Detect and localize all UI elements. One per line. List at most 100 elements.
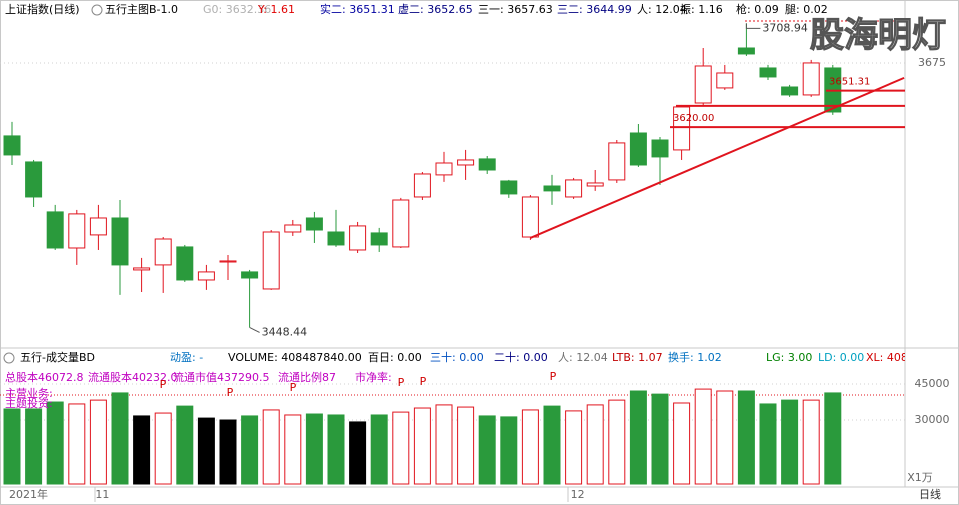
candle-body — [25, 161, 43, 198]
volume-bar — [716, 390, 734, 485]
volume-bar — [219, 419, 237, 485]
volume-bar — [284, 414, 302, 485]
header-item: 实二: 3651.31 — [320, 2, 395, 16]
volume-bar — [435, 404, 453, 485]
volume-bar — [759, 403, 777, 485]
candle-body — [759, 67, 777, 78]
candle-body — [478, 158, 496, 171]
y-tick-label: 45000 — [915, 377, 950, 390]
x-tick-label: 12 — [571, 488, 585, 501]
volume-bar — [673, 402, 691, 485]
volume-bar — [154, 412, 172, 485]
signal-marker: P — [290, 381, 297, 394]
volume-bar — [500, 416, 518, 485]
candle-body — [737, 47, 755, 55]
volume-bar — [651, 393, 669, 485]
volume-bar — [89, 399, 107, 485]
volume-bar — [68, 403, 86, 485]
low-pointer — [249, 326, 260, 333]
header-item: 三二: 3644.99 — [557, 3, 632, 16]
candle-body — [262, 231, 280, 290]
header-item: Y: 1.61 — [257, 3, 295, 16]
trend-line — [530, 76, 905, 239]
candle-body — [133, 267, 151, 271]
header-item: 上证指数(日线) — [5, 2, 80, 16]
info-text: 流通市值437290.5 — [173, 370, 270, 384]
volume-bar — [413, 407, 431, 485]
header-item: 三一: 3657.63 — [478, 3, 553, 16]
info-text: 市净率: — [355, 370, 392, 384]
volume-bar — [608, 399, 626, 485]
candle-body — [673, 106, 691, 151]
volume-bar — [824, 392, 842, 485]
signal-marker: P — [420, 375, 427, 388]
volume-bar — [241, 415, 259, 485]
candle-body — [802, 62, 820, 96]
pane-stat: 三十: 0.00 — [430, 350, 484, 364]
pane-stat: 二十: 0.00 — [494, 350, 548, 364]
pane-stat: XL: 408 — [866, 351, 908, 364]
volume-bar — [111, 392, 129, 485]
candle-body — [586, 182, 604, 187]
signal-marker: P — [227, 386, 234, 399]
pane-stat: 换手: 1.02 — [668, 350, 722, 364]
candle-body — [284, 224, 302, 233]
pane-stat: LTB: 1.07 — [612, 351, 663, 364]
candle-body — [111, 217, 129, 266]
info-text: 总股本46072.8 — [5, 370, 84, 384]
candle-body — [608, 142, 626, 181]
volume-bar — [694, 388, 712, 485]
header-item: 人: 12.04 — [637, 3, 687, 16]
candle-body — [327, 231, 345, 246]
menu-icon[interactable] — [3, 352, 15, 364]
volume-bar — [349, 421, 367, 485]
candle-body — [154, 238, 172, 266]
candle-body — [349, 225, 367, 251]
candle-body — [305, 217, 323, 231]
signal-marker: P — [160, 378, 167, 391]
header-item: 腿: 0.02 — [785, 3, 828, 16]
level-label: 3620.00 — [673, 113, 714, 124]
candle-body — [694, 65, 712, 104]
volume-bar — [370, 414, 388, 485]
candle-body — [521, 196, 539, 238]
info-text: 主题投资: — [5, 396, 53, 410]
period-label: 日线 — [919, 487, 941, 501]
candle-body — [89, 217, 107, 236]
volume-bar — [3, 408, 21, 485]
volume-bar — [781, 399, 799, 485]
candle-body — [46, 211, 64, 249]
header-item: 五行主图B-1.0 — [105, 3, 178, 16]
high-pointer — [745, 23, 761, 29]
header-item: 振: 1.16 — [680, 2, 723, 16]
candle-body — [565, 179, 583, 198]
low-label: 3448.44 — [262, 325, 308, 338]
volume-bar — [543, 405, 561, 485]
x-tick-label: 11 — [95, 488, 109, 501]
unit-label: X1万 — [907, 471, 933, 484]
volume-bar — [802, 399, 820, 485]
volume-bar — [46, 401, 64, 485]
x-tick-label: 2021年 — [9, 487, 48, 501]
volume-bar — [25, 408, 43, 485]
volume-bar — [586, 404, 604, 485]
candle-body — [197, 271, 215, 281]
volume-bar — [176, 405, 194, 485]
candle-body — [435, 162, 453, 176]
volume-bar — [327, 414, 345, 485]
level-label: 3651.31 — [829, 77, 870, 88]
y-tick-label: 3675 — [918, 56, 946, 69]
candle-body — [219, 260, 237, 263]
menu-icon[interactable] — [91, 4, 103, 16]
pane-title: 五行-成交量BD — [20, 350, 95, 364]
watermark: 股海明灯 — [810, 16, 946, 56]
volume-bar — [392, 411, 410, 485]
candle-body — [781, 86, 799, 96]
candle-body — [543, 185, 561, 192]
pane-stat: 百日: 0.00 — [368, 351, 422, 364]
candle-body — [241, 271, 259, 279]
y-tick-label: 30000 — [915, 413, 950, 426]
volume-bar — [565, 410, 583, 485]
signal-marker: P — [550, 370, 557, 383]
